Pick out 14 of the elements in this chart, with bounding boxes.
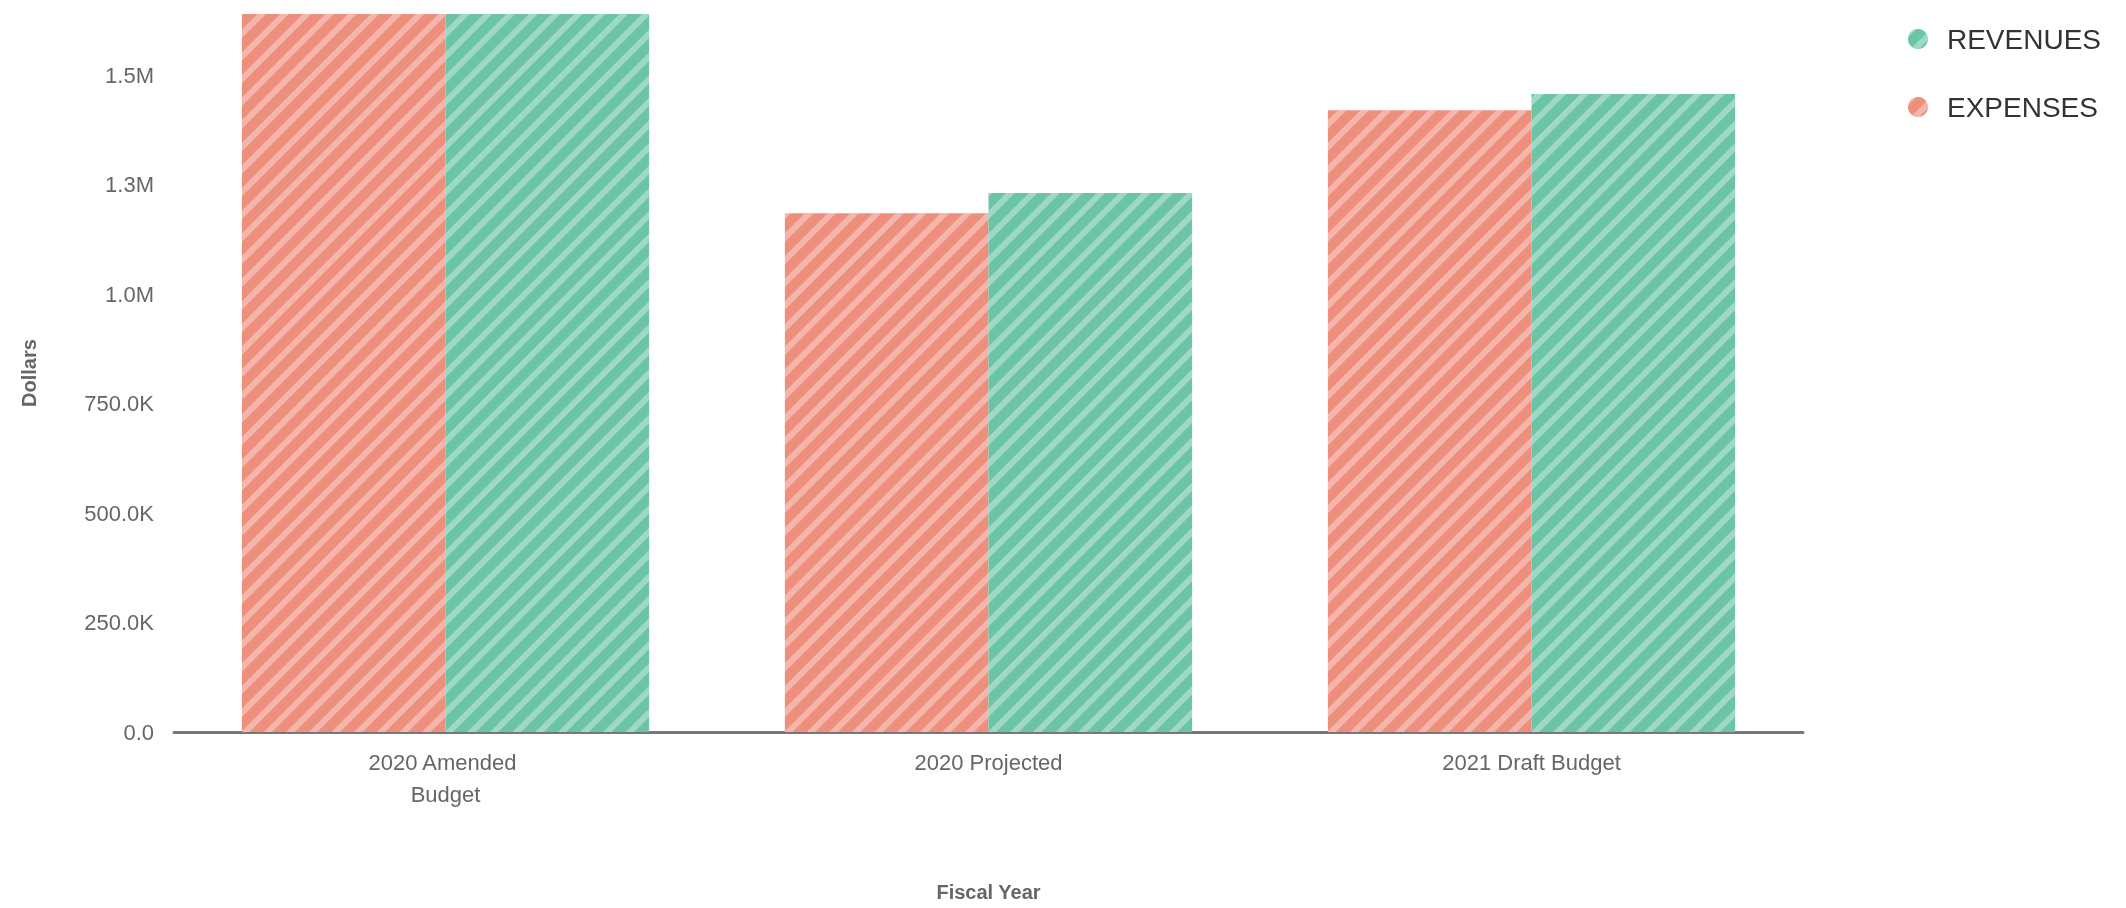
legend-label: REVENUES [1946,23,2102,55]
x-tick-label: 2020 Amended Budget [368,749,523,807]
y-tick-label: 500.0K [84,500,155,526]
y-tick-label: 1.5M [105,62,154,88]
y-tick-label: 1.3M [105,172,154,198]
y-tick-label: 0.0 [123,719,154,745]
y-axis-title: Dollars [18,339,40,407]
y-tick-label: 250.0K [84,610,155,636]
x-tick-label: 2020 Projected [914,749,1063,775]
y-tick-label: 1.0M [105,281,154,307]
x-axis-title: Fiscal Year [936,881,1041,903]
x-tick-label: 2021 Draft Budget [1442,749,1621,775]
legend-label: EXPENSES [1946,91,2098,123]
y-tick-label: 750.0K [84,391,155,417]
